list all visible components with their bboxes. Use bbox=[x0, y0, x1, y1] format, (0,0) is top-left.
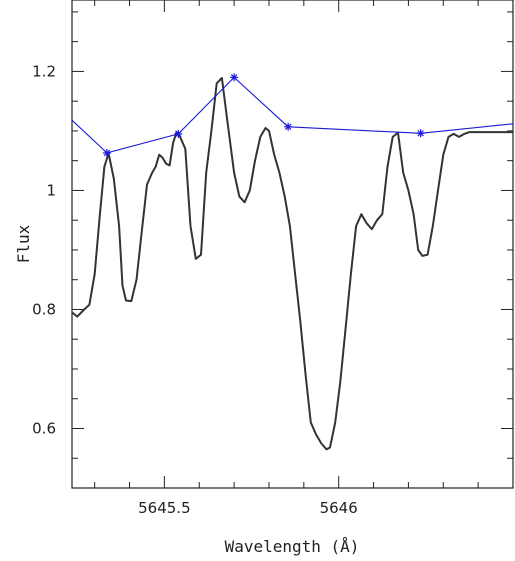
x-tick-label: 5645.5 bbox=[138, 499, 191, 517]
y-tick-label: 1 bbox=[46, 181, 56, 199]
y-axis-title: Flux bbox=[14, 224, 33, 263]
star-marker-stroke bbox=[284, 123, 292, 130]
x-tick-label: 5646 bbox=[320, 499, 358, 517]
star-marker bbox=[102, 148, 111, 157]
star-marker-stroke bbox=[230, 74, 238, 81]
star-marker-stroke bbox=[417, 130, 424, 137]
star-marker bbox=[284, 122, 293, 131]
star-marker bbox=[174, 129, 183, 138]
x-axis-title: Wavelength (Å) bbox=[225, 537, 360, 556]
star-marker bbox=[230, 73, 239, 82]
spectrum-line bbox=[72, 77, 513, 451]
plot-frame bbox=[71, 0, 514, 489]
y-tick-label: 0.8 bbox=[32, 300, 56, 318]
star-marker bbox=[416, 129, 425, 138]
series-layer bbox=[72, 73, 513, 451]
spectrum-series bbox=[72, 77, 513, 451]
star-marker-stroke bbox=[103, 149, 111, 157]
plot-area-border bbox=[71, 0, 514, 489]
continuum-series bbox=[72, 73, 513, 157]
axis-tick-labels: 5645.5 5646 0.6 0.8 1 1.2 bbox=[32, 62, 358, 517]
star-marker-stroke bbox=[175, 130, 182, 138]
y-tick-label: 1.2 bbox=[32, 62, 56, 80]
axis-ticks bbox=[72, 0, 514, 489]
y-tick-label: 0.6 bbox=[32, 419, 56, 437]
